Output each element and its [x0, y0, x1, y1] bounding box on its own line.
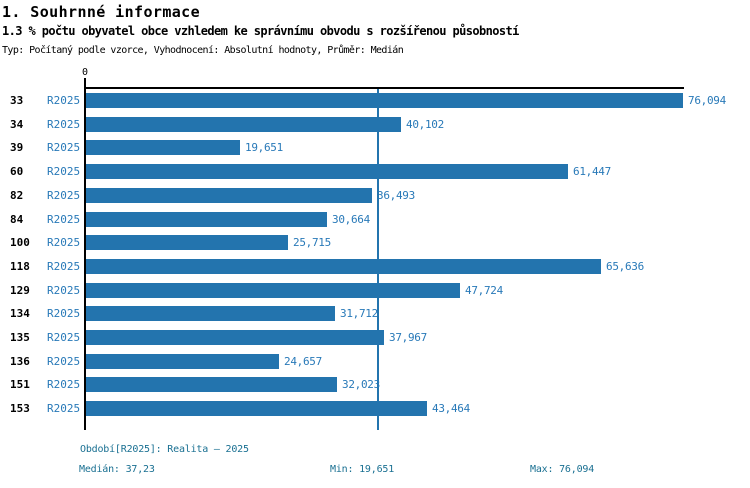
bar[interactable] — [86, 259, 601, 274]
bar[interactable] — [86, 117, 401, 132]
bar-value-label: 61,447 — [573, 165, 611, 178]
bar[interactable] — [86, 235, 288, 250]
page-title: 1. Souhrnné informace — [2, 3, 201, 21]
row-category-label: 39 — [10, 141, 24, 154]
row-series-label: R2025 — [47, 141, 81, 154]
bar[interactable] — [86, 306, 335, 321]
bar[interactable] — [86, 93, 683, 108]
bar[interactable] — [86, 354, 279, 369]
bar[interactable] — [86, 164, 568, 179]
row-series-label: R2025 — [47, 331, 81, 344]
row-category-label: 134 — [10, 307, 30, 320]
bar-value-label: 25,715 — [293, 236, 331, 249]
row-category-label: 82 — [10, 189, 24, 202]
row-series-label: R2025 — [47, 165, 81, 178]
row-category-label: 33 — [10, 94, 24, 107]
row-category-label: 136 — [10, 355, 30, 368]
row-series-label: R2025 — [47, 213, 81, 226]
row-category-label: 129 — [10, 284, 30, 297]
indicator-title: 1.3 % počtu obyvatel obce vzhledem ke sp… — [2, 24, 519, 38]
bar-value-label: 32,023 — [342, 378, 380, 391]
bar[interactable] — [86, 188, 372, 203]
row-category-label: 135 — [10, 331, 30, 344]
row-category-label: 100 — [10, 236, 30, 249]
row-series-label: R2025 — [47, 260, 81, 273]
row-category-label: 84 — [10, 213, 24, 226]
bar[interactable] — [86, 140, 240, 155]
row-series-label: R2025 — [47, 94, 81, 107]
period-caption: Období[R2025]: Realita – 2025 — [80, 444, 249, 455]
x-axis-line — [84, 87, 684, 89]
row-series-label: R2025 — [47, 118, 81, 131]
bar-value-label: 47,724 — [465, 284, 503, 297]
bar-value-label: 19,651 — [245, 141, 283, 154]
bar-value-label: 30,664 — [332, 213, 370, 226]
bar-value-label: 37,967 — [389, 331, 427, 344]
row-category-label: 153 — [10, 402, 30, 415]
bar[interactable] — [86, 330, 384, 345]
bar-value-label: 40,102 — [406, 118, 444, 131]
bar-value-label: 24,657 — [284, 355, 322, 368]
row-category-label: 151 — [10, 378, 30, 391]
row-series-label: R2025 — [47, 284, 81, 297]
row-series-label: R2025 — [47, 402, 81, 415]
bar-value-label: 65,636 — [606, 260, 644, 273]
x-axis-tick-label-zero: 0 — [81, 67, 89, 78]
row-category-label: 60 — [10, 165, 24, 178]
bar[interactable] — [86, 401, 427, 416]
row-category-label: 34 — [10, 118, 24, 131]
row-series-label: R2025 — [47, 378, 81, 391]
bar-value-label: 31,712 — [340, 307, 378, 320]
bar[interactable] — [86, 377, 337, 392]
median-stat: Medián: 37,23 — [79, 464, 155, 475]
bar-value-label: 36,493 — [377, 189, 415, 202]
bar-value-label: 43,464 — [432, 402, 470, 415]
indicator-meta: Typ: Počítaný podle vzorce, Vyhodnocení:… — [2, 45, 404, 56]
row-category-label: 118 — [10, 260, 30, 273]
row-series-label: R2025 — [47, 355, 81, 368]
bar[interactable] — [86, 283, 460, 298]
bar-value-label: 76,094 — [688, 94, 726, 107]
bar[interactable] — [86, 212, 327, 227]
max-stat: Max: 76,094 — [530, 464, 595, 475]
min-stat: Min: 19,651 — [330, 464, 395, 475]
y-axis-line — [84, 78, 86, 430]
row-series-label: R2025 — [47, 307, 81, 320]
row-series-label: R2025 — [47, 236, 81, 249]
row-series-label: R2025 — [47, 189, 81, 202]
